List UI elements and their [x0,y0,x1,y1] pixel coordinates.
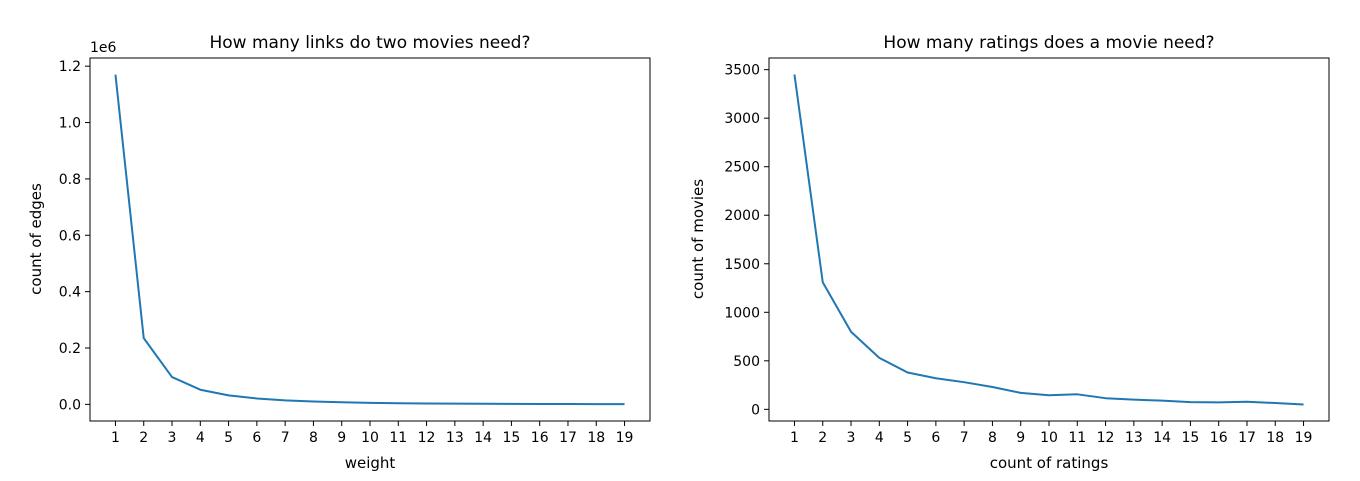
left-chart-xtick-label: 11 [389,430,407,446]
right-chart-xtick-label: 19 [1295,430,1313,446]
left-chart: How many links do two movies need? 1e6 w… [27,33,651,472]
left-chart-xtick-label: 12 [418,430,436,446]
left-chart-offset-text: 1e6 [90,40,117,56]
right-chart-ylabel: count of movies [689,179,707,299]
right-chart-ytick-label: 3000 [724,111,760,127]
right-chart-xtick-label: 15 [1182,430,1200,446]
left-chart-xtick-label: 13 [446,430,464,446]
right-chart-title: How many ratings does a movie need? [883,33,1214,53]
right-chart-xtick-label: 9 [1016,430,1025,446]
left-chart-xtick-label: 18 [587,430,605,446]
left-chart-xtick-label: 16 [531,430,549,446]
right-chart-ytick-label: 0 [751,402,760,418]
right-chart-ytick-label: 1000 [724,305,760,321]
left-chart-xtick-label: 6 [252,430,261,446]
left-chart-xtick-label: 17 [559,430,577,446]
left-chart-ytick-label: 0.8 [59,172,81,188]
right-chart-xlabel: count of ratings [990,454,1109,472]
right-chart-xtick-label: 11 [1068,430,1086,446]
left-chart-ytick-label: 0.4 [59,285,81,301]
right-chart-xtick-label: 16 [1210,430,1228,446]
right-chart-xtick-label: 2 [818,430,827,446]
right-chart-xtick-label: 6 [931,430,940,446]
right-chart-ticks: 1 2 3 4 5 6 7 8 9 10 11 12 13 14 15 16 17 18 1905001000150… [724,63,1312,446]
right-chart-plot [793,74,1304,406]
left-chart-xtick-label: 8 [309,430,318,446]
right-chart-xtick-label: 13 [1125,430,1143,446]
right-chart-series-line [793,74,1304,406]
right-chart-ytick-label: 1500 [724,257,760,273]
right-chart-frame [768,57,1330,422]
left-chart-ytick-label: 0.2 [59,341,81,357]
left-chart-ytick-label: 0.0 [59,397,81,413]
right-chart-xtick-label: 17 [1238,430,1256,446]
right-chart-ytick-label: 3500 [724,63,760,79]
left-chart-xtick-label: 4 [196,430,205,446]
right-chart-xtick-label: 7 [960,430,969,446]
left-chart-xlabel: weight [345,454,396,472]
right-chart-xtick-label: 14 [1153,430,1171,446]
left-chart-xtick-label: 9 [337,430,346,446]
left-chart-series-line [114,74,625,406]
right-chart-xtick-label: 10 [1040,430,1058,446]
left-chart-xtick-label: 5 [224,430,233,446]
right-chart-xtick-label: 18 [1266,430,1284,446]
left-chart-xtick-label: 19 [616,430,634,446]
left-chart-xtick-label: 1 [111,430,120,446]
left-chart-xtick-label: 10 [361,430,379,446]
right-chart: How many ratings does a movie need? coun… [689,33,1330,472]
right-chart-ytick-label: 500 [733,354,760,370]
left-chart-frame [89,57,651,422]
left-chart-xtick-label: 3 [168,430,177,446]
right-chart-xtick-label: 5 [903,430,912,446]
left-chart-xtick-label: 14 [474,430,492,446]
right-chart-xtick-label: 8 [988,430,997,446]
right-chart-ytick-label: 2500 [724,160,760,176]
left-chart-plot [114,74,625,406]
right-chart-xtick-label: 1 [790,430,799,446]
left-chart-ytick-label: 1.0 [59,116,81,132]
right-chart-xtick-label: 12 [1097,430,1115,446]
left-chart-ytick-label: 1.2 [59,59,81,75]
left-chart-ytick-label: 0.6 [59,228,81,244]
right-chart-xtick-label: 4 [875,430,884,446]
left-chart-xtick-label: 15 [503,430,521,446]
right-chart-xtick-label: 3 [847,430,856,446]
left-chart-ticks: 1 2 3 4 5 6 7 8 9 10 11 12 13 14 15 16 17 18 190.00.20.40.… [59,59,634,446]
left-chart-xtick-label: 7 [281,430,290,446]
left-chart-xtick-label: 2 [139,430,148,446]
right-chart-ytick-label: 2000 [724,208,760,224]
left-chart-title: How many links do two movies need? [210,33,531,53]
left-chart-ylabel: count of edges [27,183,45,295]
